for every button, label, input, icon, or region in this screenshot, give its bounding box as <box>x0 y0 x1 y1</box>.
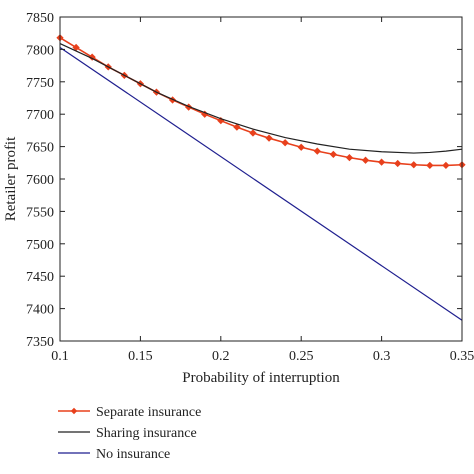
legend-label-separate-insurance: Separate insurance <box>96 405 201 420</box>
axes: 0.1 0.15 0.2 0.25 0.3 0.35 7350 7400 7450 7500 755… <box>26 11 474 364</box>
y-tick-label: 7500 <box>26 238 54 253</box>
y-tick-label: 7400 <box>26 303 54 318</box>
data-point-separate-insurance <box>426 161 434 170</box>
legend-label-sharing-insurance: Sharing insurance <box>96 426 197 441</box>
data-point-separate-insurance <box>88 53 96 61</box>
data-point-separate-insurance <box>394 159 402 168</box>
y-tick-label: 7800 <box>26 43 54 58</box>
legend-marker-separate-insurance <box>70 407 78 415</box>
x-tick-label: 0.1 <box>51 349 69 364</box>
data-point-separate-insurance <box>233 123 241 131</box>
legend-label-no-insurance: No insurance <box>96 447 170 462</box>
data-point-separate-insurance <box>313 147 321 155</box>
data-point-separate-insurance <box>377 158 386 166</box>
y-tick-label: 7850 <box>26 11 54 26</box>
y-tick-label: 7750 <box>26 76 54 91</box>
y-tick-label: 7450 <box>26 270 54 285</box>
series-line-no-insurance <box>59 46 463 321</box>
data-point-separate-insurance <box>297 143 305 151</box>
legend: Separate insurance Sharing insurance No in… <box>58 405 201 462</box>
y-tick-label: 7650 <box>26 141 54 156</box>
data-point-separate-insurance <box>265 134 273 142</box>
plot-frame <box>59 16 463 342</box>
data-point-separate-insurance <box>329 150 337 159</box>
x-tick-label: 0.15 <box>128 349 153 364</box>
x-tick-label: 0.3 <box>373 349 391 364</box>
y-tick-label: 7700 <box>26 108 54 123</box>
x-tick-label: 0.2 <box>212 349 230 364</box>
y-axis-title: Retailer profit <box>3 136 19 221</box>
plot-area <box>56 34 466 321</box>
data-point-separate-insurance <box>281 139 289 147</box>
series-line-sharing-insurance <box>59 43 463 154</box>
data-point-separate-insurance <box>361 156 370 164</box>
series-line-separate-insurance <box>59 37 463 167</box>
y-tick-label: 7550 <box>26 205 54 220</box>
data-point-separate-insurance <box>249 129 257 137</box>
x-tick-label: 0.35 <box>450 349 474 364</box>
x-tick-label: 0.25 <box>289 349 314 364</box>
y-tick-label: 7600 <box>26 173 54 188</box>
data-point-separate-insurance <box>410 161 418 169</box>
y-tick-label: 7350 <box>26 335 54 350</box>
x-axis-title: Probability of interruption <box>182 370 340 386</box>
data-point-separate-insurance <box>345 153 354 162</box>
data-point-separate-insurance <box>442 161 450 170</box>
